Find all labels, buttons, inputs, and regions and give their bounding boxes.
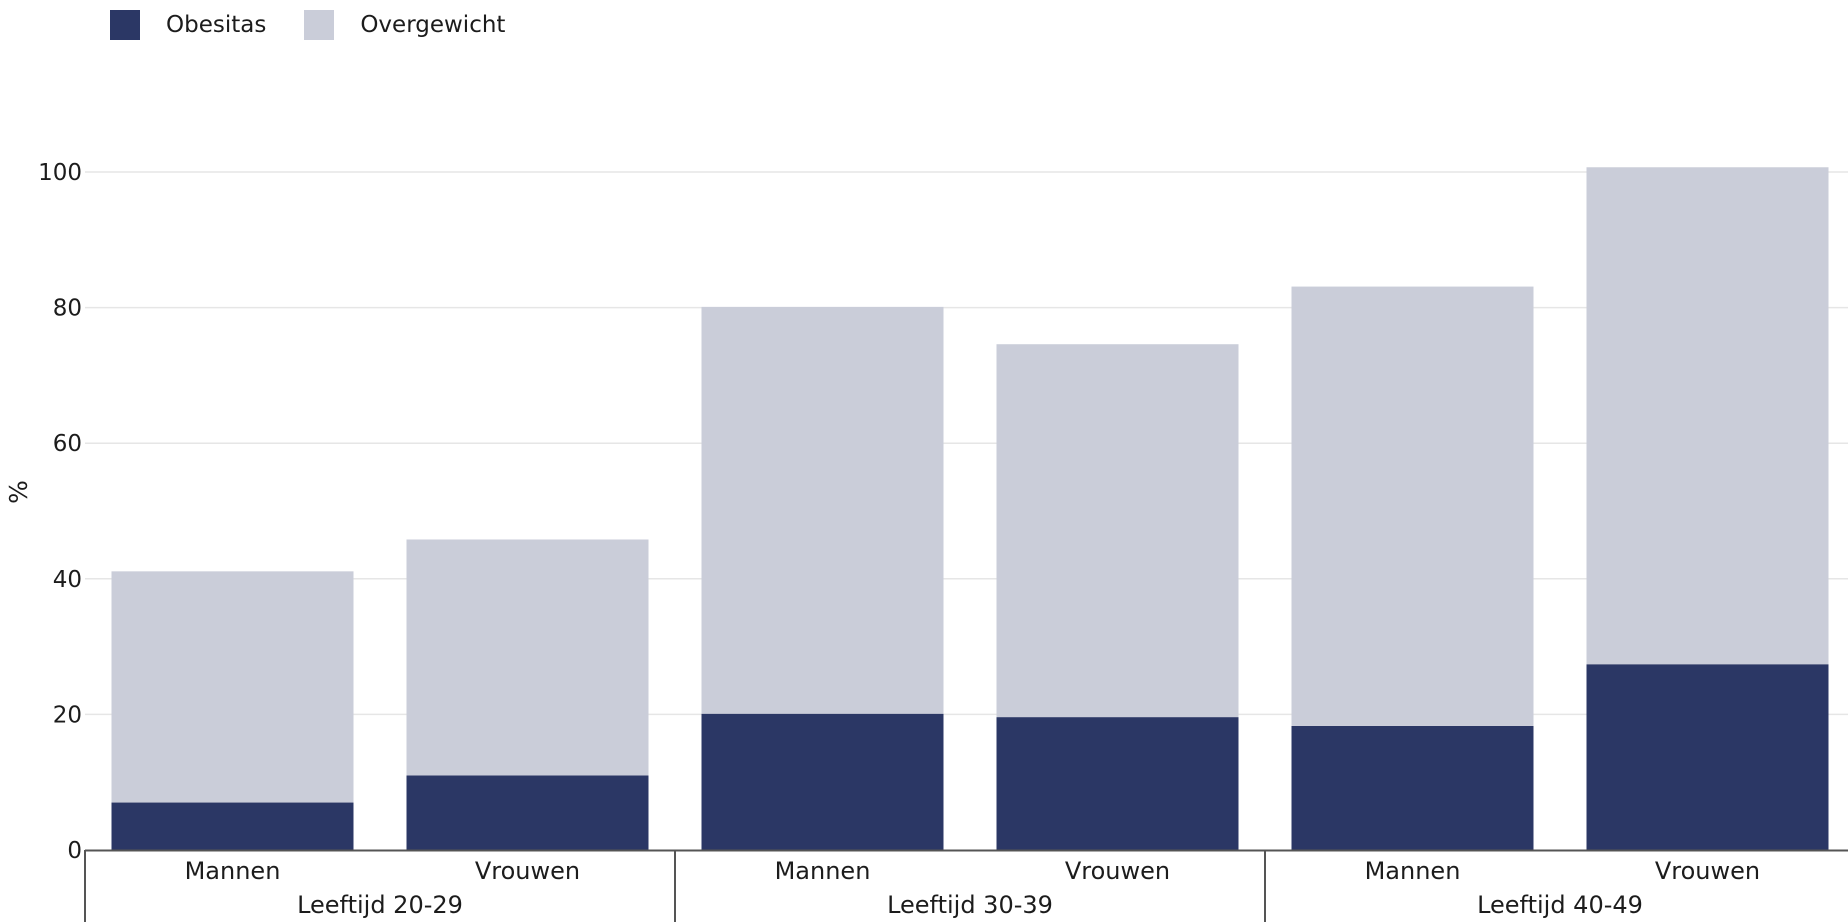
bar-obesitas-0[interactable]	[111, 802, 354, 850]
bar-overgewicht-2[interactable]	[701, 306, 944, 714]
legend-label-obesitas: Obesitas	[166, 12, 267, 38]
bar-obesitas-1[interactable]	[406, 775, 649, 850]
x-tick-label: Vrouwen	[475, 857, 580, 885]
bar-overgewicht-4[interactable]	[1291, 286, 1534, 726]
bar-overgewicht-3[interactable]	[996, 344, 1239, 718]
x-tick-label: Mannen	[1365, 857, 1461, 885]
y-tick-label: 20	[53, 702, 82, 728]
bar-overgewicht-1[interactable]	[406, 539, 649, 776]
x-group-label: Leeftijd 20-29	[297, 891, 463, 919]
legend-swatch-overgewicht	[304, 10, 335, 40]
y-tick-label: 100	[38, 160, 82, 186]
y-tick-label: 40	[53, 567, 82, 593]
y-tick-label: 0	[67, 838, 82, 864]
legend-swatch-obesitas	[110, 10, 140, 40]
x-tick-label: Vrouwen	[1065, 857, 1170, 885]
bar-overgewicht-0[interactable]	[111, 571, 354, 803]
x-tick-label: Vrouwen	[1655, 857, 1760, 885]
x-group-label: Leeftijd 30-39	[887, 891, 1053, 919]
legend-item-obesitas[interactable]: Obesitas	[110, 10, 266, 40]
bar-obesitas-3[interactable]	[996, 717, 1239, 850]
legend-label-overgewicht: Overgewicht	[360, 12, 506, 38]
bar-obesitas-4[interactable]	[1291, 725, 1534, 850]
x-tick-label: Mannen	[185, 857, 281, 885]
bar-overgewicht-5[interactable]	[1586, 167, 1829, 665]
legend: Obesitas Overgewicht	[110, 8, 543, 42]
bar-obesitas-2[interactable]	[701, 713, 944, 850]
y-tick-label: 60	[53, 431, 82, 457]
y-axis-label: %	[4, 480, 33, 504]
legend-item-overgewicht[interactable]: Overgewicht	[304, 10, 505, 40]
bar-obesitas-5[interactable]	[1586, 664, 1829, 850]
x-group-label: Leeftijd 40-49	[1477, 891, 1643, 919]
y-tick-label: 80	[53, 296, 82, 322]
x-tick-label: Mannen	[775, 857, 871, 885]
